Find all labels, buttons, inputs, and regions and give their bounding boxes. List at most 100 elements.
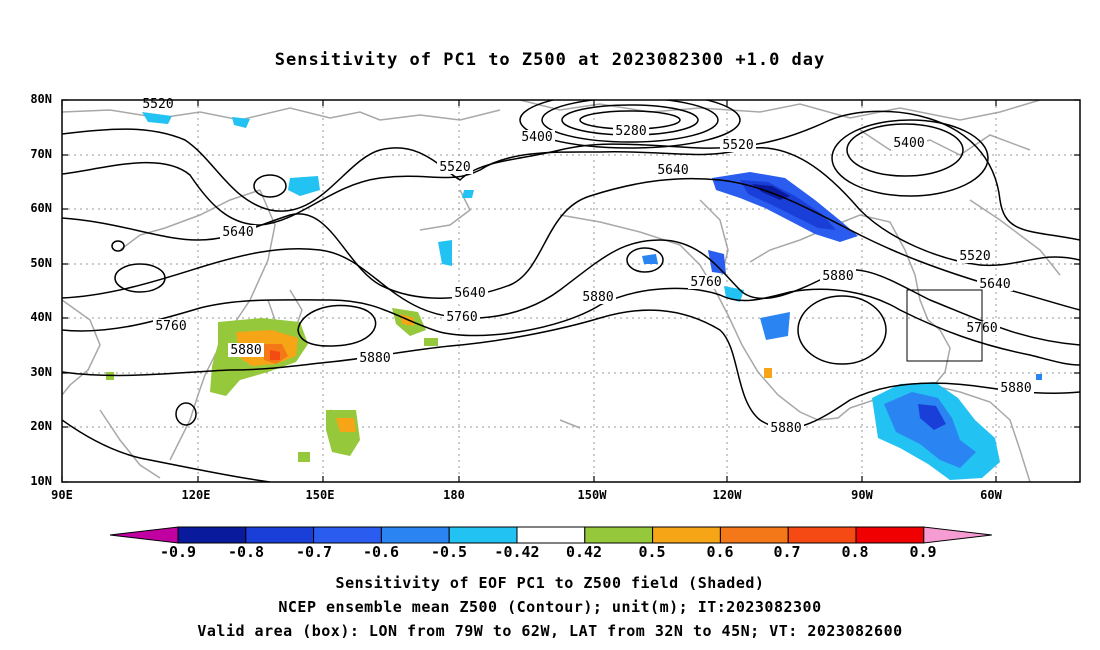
lat-label-30n: 30N	[30, 365, 52, 379]
contour-label: 5880	[770, 421, 801, 436]
colorbar-label: 0.5	[638, 543, 666, 561]
contour-label-bg	[220, 225, 256, 239]
axis-ticks	[61, 99, 1080, 483]
contour-low-5400-canada-outer	[831, 119, 989, 197]
colorbar-label: -0.9	[159, 543, 197, 561]
neg-patch-caribbean-core	[918, 404, 946, 430]
contour-label: 5400	[521, 130, 552, 145]
contour-label: 5760	[690, 275, 721, 290]
contour-5880-south	[62, 309, 1080, 429]
colorbar-segment	[855, 526, 925, 544]
contour-low-5280-ring4	[519, 100, 741, 149]
neg-patch-alaska	[462, 190, 474, 198]
contour-label-bg	[444, 310, 480, 324]
contour-label: 5640	[979, 277, 1010, 292]
contour-label: 5760	[446, 310, 477, 325]
contour-label-bg	[437, 160, 473, 174]
lat-label-40n: 40N	[30, 310, 52, 324]
lat-label-20n: 20N	[30, 419, 52, 433]
contour-label: 5880	[359, 351, 390, 366]
contour-label-bg	[452, 286, 488, 300]
contour-high-north-pacific	[297, 304, 377, 347]
pos-patch-east-china-core	[270, 350, 280, 360]
contour-label-bg	[655, 163, 691, 177]
contour-low-5400-canada	[846, 123, 964, 177]
z500-contours	[62, 100, 1080, 482]
colorbar-label: -0.6	[362, 543, 400, 561]
contour-small-mongolia	[111, 240, 125, 252]
lon-label-150w: 150W	[577, 488, 607, 502]
neg-patch-southwest	[760, 312, 790, 340]
contour-5880-tropical	[62, 419, 271, 482]
colorbar-segment	[313, 526, 382, 544]
colorbar-label: 0.8	[841, 543, 869, 561]
colorbar-segment	[787, 526, 857, 544]
colorbar-segment	[380, 526, 450, 544]
pos-patch-philippine-sea-green	[326, 410, 360, 456]
contour-small-central-asia	[114, 263, 166, 293]
pos-patch-philippine-sea-orange	[336, 418, 356, 432]
contour-high-atlantic	[797, 295, 887, 365]
contour-label-bg	[613, 124, 649, 138]
contour-5520-north	[62, 110, 1080, 241]
caption-valid-area: Valid area (box): LON from 79W to 62W, L…	[197, 622, 903, 640]
colorbar-segment	[652, 526, 721, 544]
contour-label-bg	[688, 275, 724, 289]
lon-label-120w: 120W	[712, 488, 742, 502]
neg-patch-siberia	[288, 176, 320, 196]
contour-label: 5400	[893, 136, 924, 151]
colorbar-label: 0.42	[565, 543, 603, 561]
lat-label-10n: 10N	[30, 474, 52, 488]
colorbar	[109, 526, 992, 544]
contour-label-bg	[957, 249, 993, 263]
map-title: Sensitivity of PC1 to Z500 at 2023082300…	[274, 50, 826, 70]
neg-patch-east-pacific	[642, 254, 658, 264]
contour-label: 5640	[454, 286, 485, 301]
colorbar-label: -0.8	[227, 543, 265, 561]
lon-label-150e: 150E	[305, 488, 335, 502]
lon-label-90e: 90E	[51, 488, 73, 502]
contour-label: 5880	[230, 343, 261, 358]
lon-label-180: 180	[443, 488, 465, 502]
contour-label-bg	[519, 130, 555, 144]
contour-label-bg	[820, 269, 856, 283]
contour-small-siberia	[253, 174, 287, 198]
caption-contour: NCEP ensemble mean Z500 (Contour); unit(…	[278, 598, 822, 616]
neg-patch-small-atl	[1036, 374, 1042, 380]
contour-label: 5280	[615, 124, 646, 139]
contour-label: 5640	[222, 225, 253, 240]
contour-5640-south	[62, 239, 1080, 346]
contour-label-bg	[891, 136, 927, 150]
pos-patch-baja	[764, 368, 772, 378]
colorbar-label: -0.5	[430, 543, 468, 561]
colorbar-label: 0.6	[706, 543, 734, 561]
colorbar-label: 0.7	[773, 543, 801, 561]
colorbar-label: 0.9	[909, 543, 937, 561]
neg-patch-caribbean-inner	[884, 392, 976, 468]
pos-patch-south-small	[298, 452, 310, 462]
contour-label: 5760	[155, 319, 186, 334]
contour-small-gulf-alaska	[626, 247, 664, 273]
contour-label-bg	[998, 381, 1034, 395]
contour-5760-main	[62, 287, 1080, 366]
contour-label: 5880	[582, 290, 613, 305]
contour-label: 5520	[722, 138, 753, 153]
lon-label-60w: 60W	[980, 488, 1002, 502]
colorbar-segment	[584, 526, 654, 544]
neg-patch-bering	[232, 117, 250, 128]
colorbar-segment	[177, 526, 247, 544]
contour-label-bg	[977, 277, 1013, 291]
lat-label-60n: 60N	[30, 201, 52, 215]
lat-label-70n: 70N	[30, 147, 52, 161]
neg-patch-west-pacific	[438, 240, 452, 266]
contour-label-bg	[768, 421, 804, 435]
map-frame	[61, 99, 1081, 483]
colorbar-segment	[245, 526, 315, 544]
colorbar-segment	[719, 526, 789, 544]
contour-5520-mid	[62, 147, 1080, 267]
colorbar-segment	[448, 526, 518, 544]
contour-label-bg	[580, 290, 616, 304]
colorbar-label: -0.7	[295, 543, 333, 561]
sensitivity-shading	[106, 112, 1042, 480]
caption-shading: Sensitivity of EOF PC1 to Z500 field (Sh…	[335, 574, 765, 592]
